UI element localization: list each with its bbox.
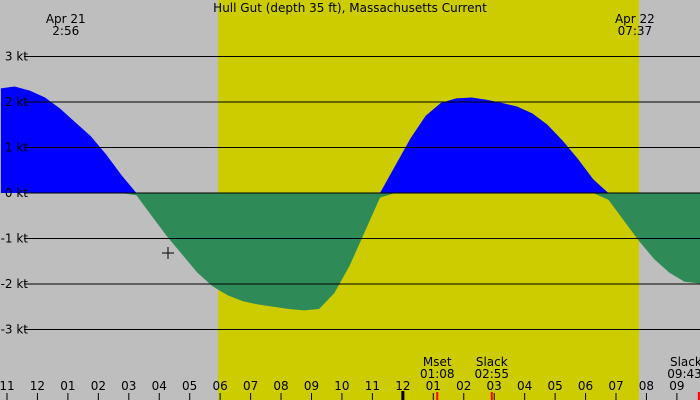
- x-tick-label: 05: [182, 379, 197, 393]
- y-tick-label: -1 kt: [1, 232, 29, 246]
- x-tick-label: 06: [578, 379, 593, 393]
- x-tick-label: 03: [487, 379, 502, 393]
- y-axis-labels: 3 kt 2 kt 1 kt 0 kt -1 kt -2 kt -3 kt: [1, 50, 29, 337]
- y-tick-label: -2 kt: [1, 277, 29, 291]
- x-tick-label: 02: [456, 379, 471, 393]
- x-tick-label: 09: [669, 379, 684, 393]
- y-tick-label: 0 kt: [5, 186, 28, 200]
- x-tick-label: 06: [213, 379, 228, 393]
- x-tick-label: 12: [30, 379, 45, 393]
- x-tick-label: 01: [60, 379, 75, 393]
- x-tick-label: 05: [547, 379, 562, 393]
- x-tick-label: 09: [304, 379, 319, 393]
- top-time-label: 07:37: [618, 24, 653, 38]
- y-tick-label: 3 kt: [5, 50, 28, 64]
- x-tick-label: 04: [517, 379, 532, 393]
- chart-title: Hull Gut (depth 35 ft), Massachusetts Cu…: [213, 1, 487, 15]
- x-axis-ticks: 11 12 01 02 03 04 05 06 07 08 09 10 11 12 01 02 03 04 05 06…: [0, 379, 685, 400]
- x-tick-label: 03: [121, 379, 136, 393]
- event-name-label: Slack: [476, 355, 508, 369]
- x-tick-label: 11: [365, 379, 380, 393]
- top-date-label: Apr 22: [615, 12, 655, 26]
- x-tick-label: 10: [334, 379, 349, 393]
- y-tick-label: 2 kt: [5, 95, 28, 109]
- x-tick-label: 07: [608, 379, 623, 393]
- event-time-label: 09:43: [667, 367, 700, 381]
- x-tick-label: 02: [91, 379, 106, 393]
- event-time-label: 09:47: [699, 367, 700, 381]
- ebb-current-area: [0, 193, 700, 311]
- event-time-label: 01:08: [420, 367, 455, 381]
- y-tick-label: 1 kt: [5, 141, 28, 155]
- x-tick-label: 11: [0, 379, 15, 393]
- crosshair-marker: [162, 247, 174, 259]
- x-tick-label: 04: [152, 379, 167, 393]
- event-name-label: Slack: [670, 355, 700, 369]
- y-tick-label: -3 kt: [1, 323, 29, 337]
- event-name-label: Mset: [423, 355, 452, 369]
- flood-current-area: [0, 86, 700, 193]
- x-tick-label: 01: [426, 379, 441, 393]
- x-tick-label: 08: [273, 379, 288, 393]
- x-tick-label: 07: [243, 379, 258, 393]
- x-tick-label: 12: [395, 379, 410, 393]
- gridlines: [24, 56, 700, 330]
- x-tick-label: 08: [639, 379, 654, 393]
- event-time-label: 02:55: [474, 367, 509, 381]
- current-area-group: [0, 86, 700, 311]
- event-name-label: Mrise: [699, 355, 700, 369]
- top-date-label: Apr 21: [46, 12, 86, 26]
- event-labels: Mset01:08Slack02:55Slack09:43Mrise09:47S…: [420, 355, 700, 400]
- top-time-label: 2:56: [52, 24, 79, 38]
